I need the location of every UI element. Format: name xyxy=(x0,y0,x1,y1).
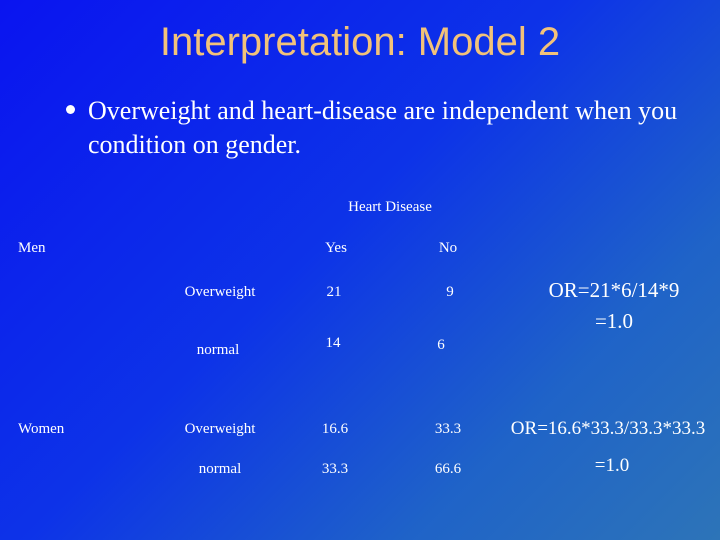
table-cell: 66.6 xyxy=(434,461,462,477)
table-cell: 33.3 xyxy=(434,421,462,437)
table-cell: 16.6 xyxy=(321,421,349,437)
row-label: normal xyxy=(198,461,242,477)
men-label: Men xyxy=(18,240,46,256)
women-odds-ratio: OR=16.6*33.3/33.3*33.3 xyxy=(510,418,706,439)
bullet-icon xyxy=(66,105,75,114)
women-label: Women xyxy=(18,421,65,437)
men-odds-ratio: OR=21*6/14*9 xyxy=(548,278,680,302)
bullet-text: Overweight and heart-disease are indepen… xyxy=(88,96,678,159)
table-header: Heart Disease xyxy=(348,199,432,215)
women-odds-ratio-result: =1.0 xyxy=(594,455,630,476)
row-label: normal xyxy=(196,342,240,358)
slide-title: Interpretation: Model 2 xyxy=(159,20,561,64)
row-label: Overweight xyxy=(184,421,256,437)
table-cell: 6 xyxy=(437,337,445,353)
table-cell: 14 xyxy=(325,335,341,351)
men-odds-ratio-result: =1.0 xyxy=(594,309,634,333)
col-yes-header: Yes xyxy=(325,240,347,256)
table-cell: 9 xyxy=(446,284,454,300)
table-cell: 21 xyxy=(326,284,342,300)
col-no-header: No xyxy=(438,240,458,256)
table-cell: 33.3 xyxy=(321,461,349,477)
row-label: Overweight xyxy=(184,284,256,300)
